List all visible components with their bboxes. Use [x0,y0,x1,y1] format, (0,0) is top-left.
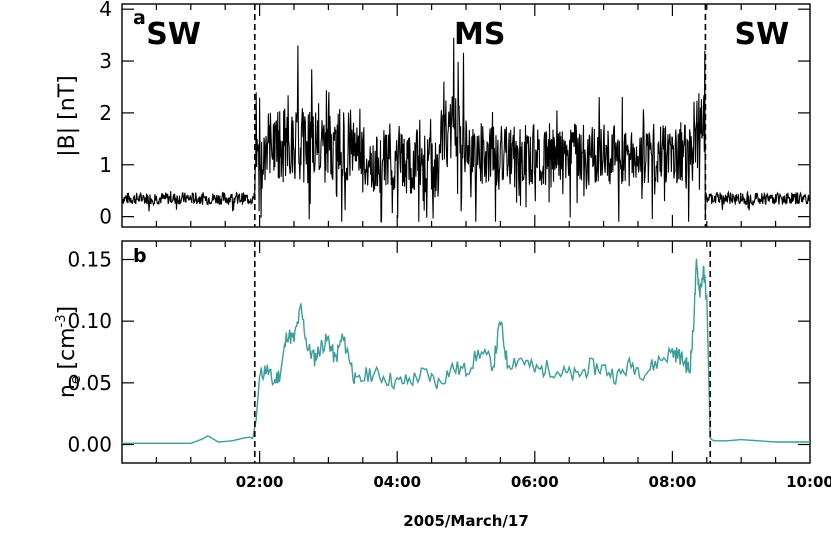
panel-a-boundaries [253,4,707,227]
panel-b-label: b [133,245,147,267]
x-tick-label: 08:00 [649,473,697,491]
panel-b-y-ticks: 0.00 0.05 0.10 0.15 [67,248,810,457]
x-tick-label: 02:00 [236,473,284,491]
x-tick-label: 06:00 [511,473,559,491]
region-label-sw: SW [734,17,789,52]
panel-b-y-axis-label-sub: e [68,376,84,385]
region-label-ms: MS [454,17,505,52]
panel-b-y-tick-label: 0.00 [67,433,112,457]
panel-a-y-tick-label: 1 [99,153,112,177]
panel-a-y-tick-label: 4 [99,0,112,21]
x-tick-label: 10:00 [786,473,831,491]
x-tick-label: 04:00 [373,473,421,491]
panel-b-boundaries [253,241,712,463]
panel-a-region-labels: SW MS SW [146,17,789,52]
panel-b-y-tick-label: 0.10 [67,309,112,333]
panel-a-magnetic-field: 0 1 2 3 4 a SW MS SW |B| [nT] [55,0,811,229]
panel-a-y-tick-label: 0 [99,205,112,229]
panel-b-y-axis-label-unit: [cm [55,327,80,369]
region-label-sw: SW [146,17,201,52]
panel-b-y-axis-label-main: n [55,384,80,398]
panel-a-y-tick-label: 2 [99,101,112,125]
panel-a-series-line [121,37,811,223]
panel-a-y-ticks: 0 1 2 3 4 [99,0,810,229]
panel-a-label: a [133,7,146,29]
x-axis-label: 2005/March/17 [403,512,529,530]
panel-b-x-tick-labels: 02:00 04:00 06:00 08:00 10:00 [236,473,831,491]
panel-b-x-ticks [155,241,777,463]
panel-b-y-axis-label-close: ] [55,306,80,315]
panel-b-y-tick-label: 0.05 [67,371,112,395]
panel-b-series-line [122,258,810,444]
panel-b-y-axis-label: ne [cm-3] [54,306,84,398]
panel-a-x-ticks [155,4,777,227]
panel-b-frame [121,240,811,464]
panel-b-electron-density: 0.00 0.05 0.10 0.15 b ne [cm-3] 02:00 04:00 06… [54,240,831,530]
panel-a-y-tick-label: 3 [99,49,112,73]
panel-a-y-axis-label: |B| [nT] [55,75,80,156]
panel-b-y-tick-label: 0.15 [67,248,112,272]
panel-b-y-axis-label-sup: -3 [54,314,69,327]
